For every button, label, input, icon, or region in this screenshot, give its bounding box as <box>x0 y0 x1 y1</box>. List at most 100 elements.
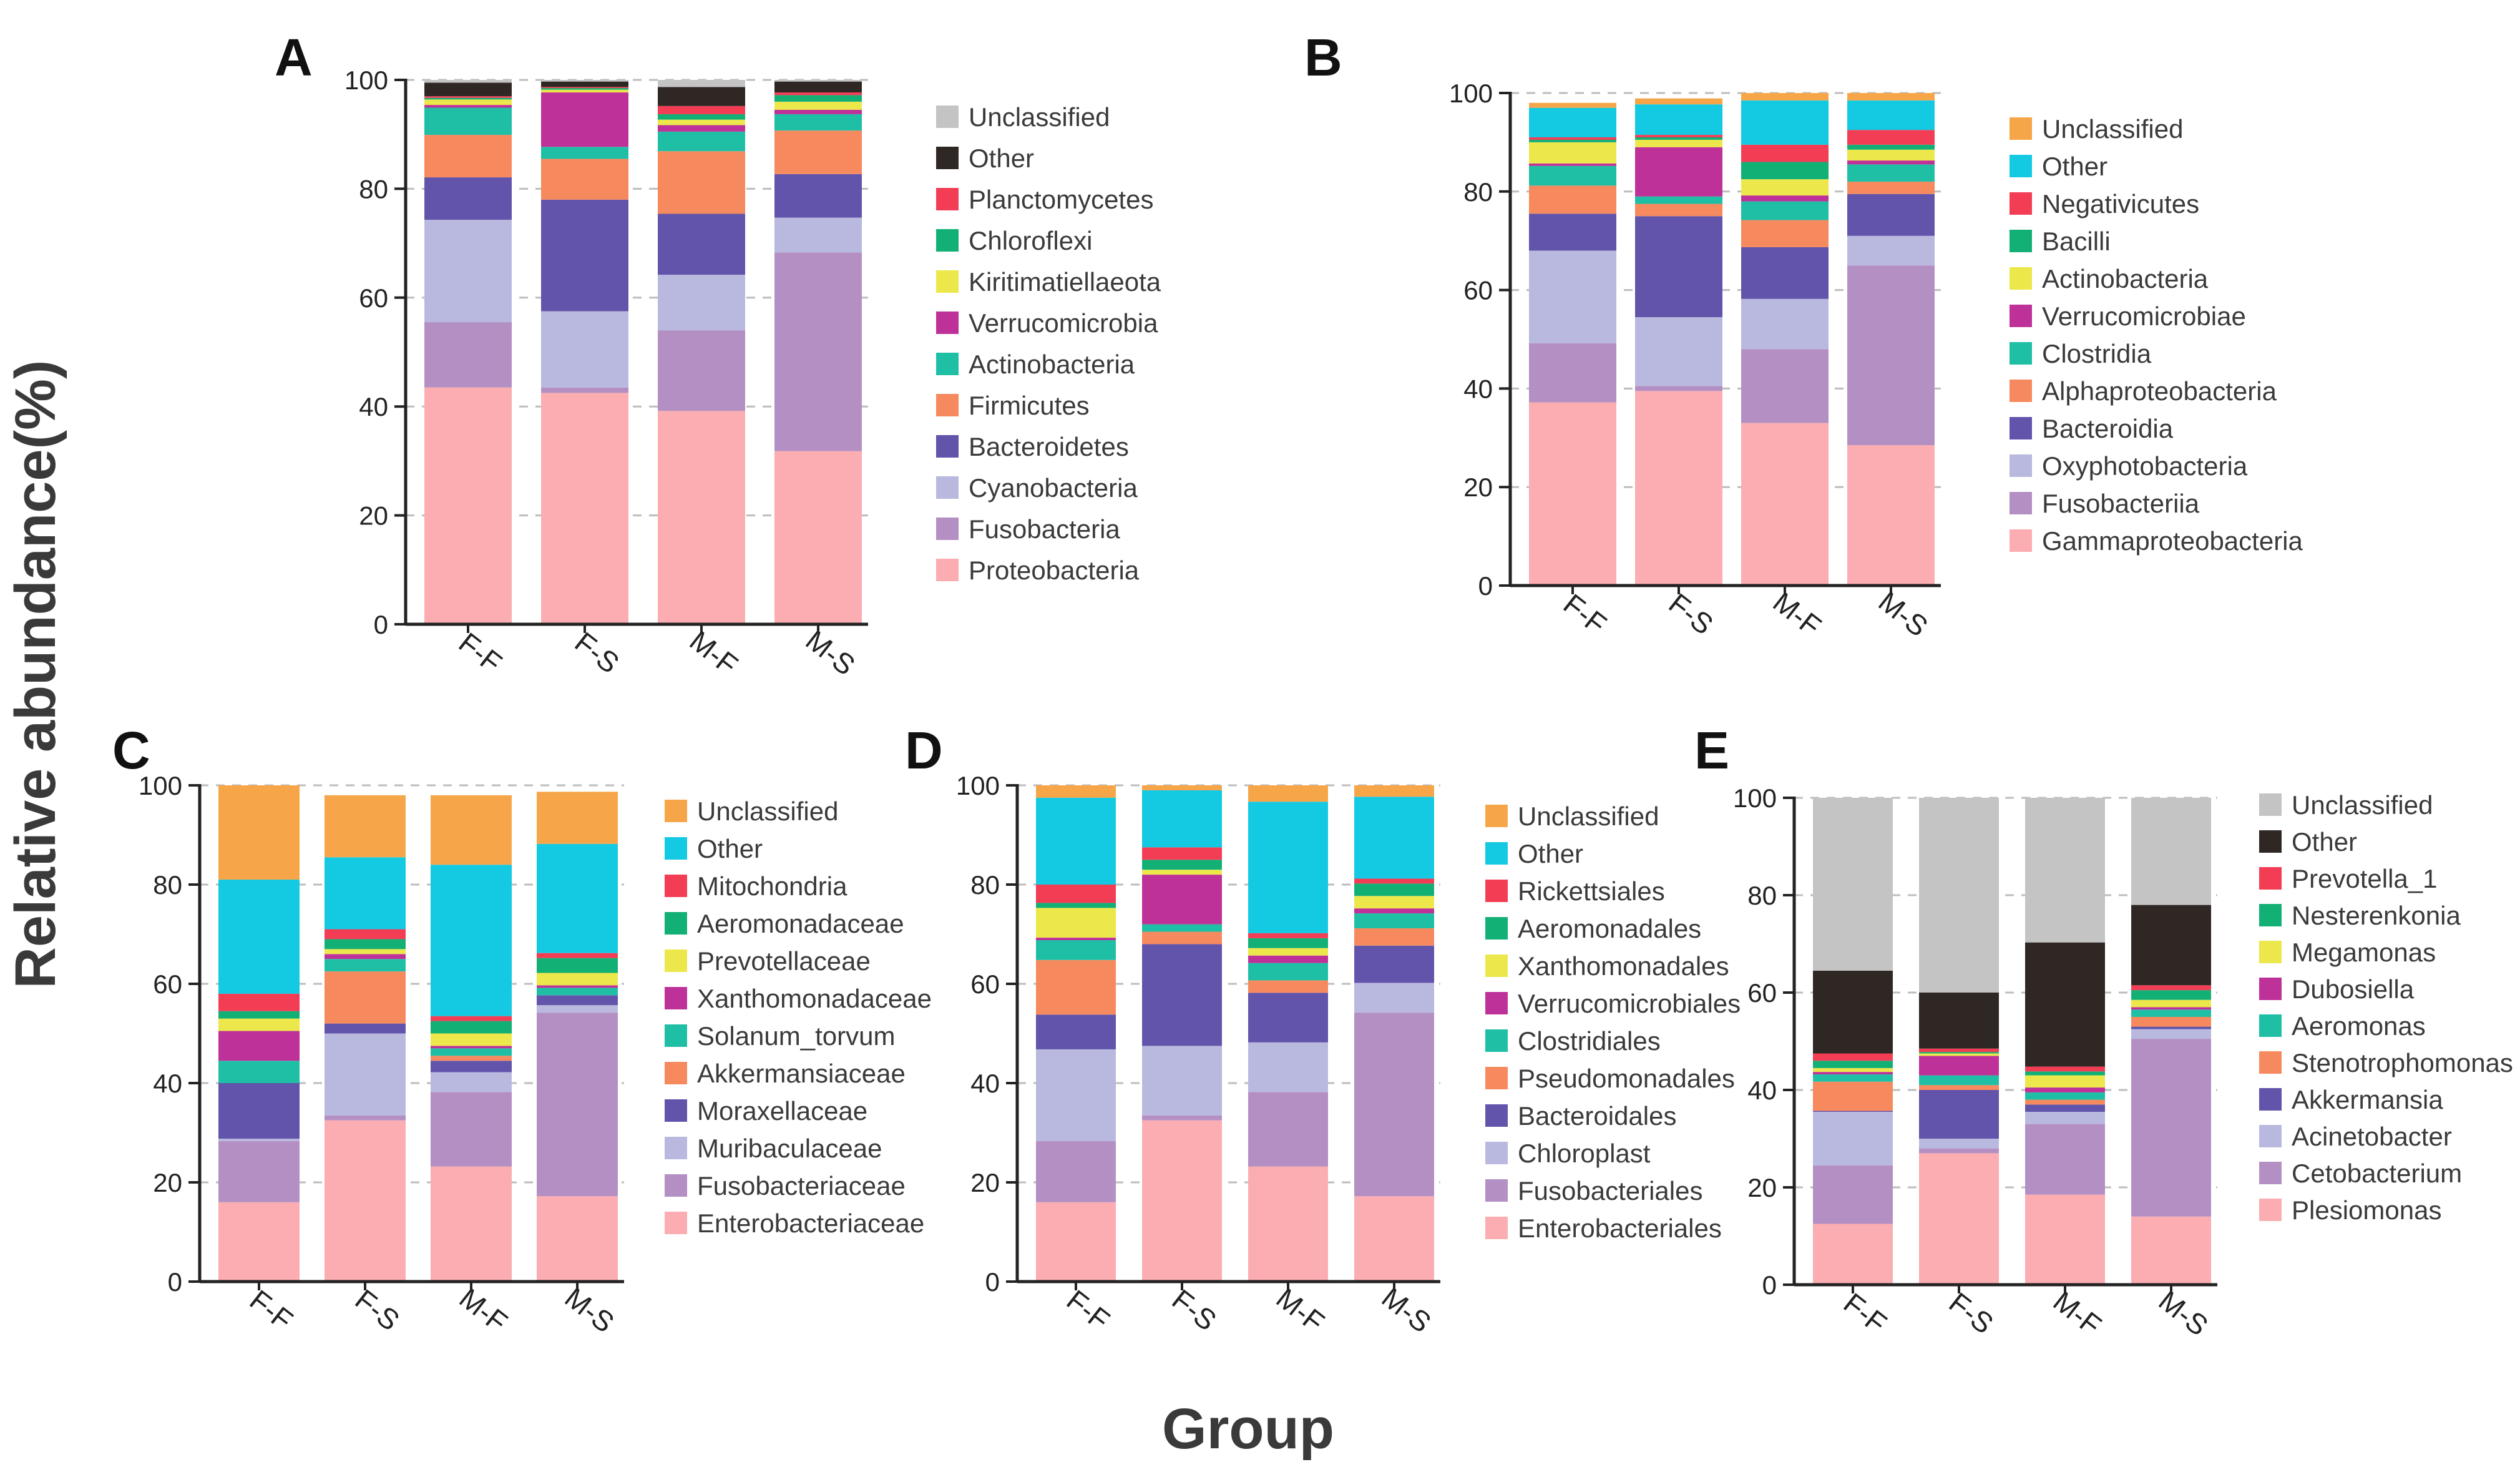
legend-swatch <box>2259 830 2282 853</box>
bar-segment <box>537 1013 618 1197</box>
bar-segment <box>1142 931 1222 945</box>
bar-segment <box>1741 93 1829 101</box>
bar-segment <box>2131 1216 2211 1285</box>
panels: AF-F F-S M-F M-S020406080100UnclassifiedOth… <box>112 28 2513 1342</box>
bar-segment <box>1741 195 1829 202</box>
y-tick-label: 100 <box>1449 79 1493 108</box>
bar-segment <box>1635 196 1722 204</box>
legend-swatch <box>1485 1067 1508 1089</box>
bar-segment <box>1635 104 1722 135</box>
bar-segment <box>1142 1120 1222 1282</box>
legend-swatch <box>1485 917 1508 940</box>
y-tick-label: 0 <box>985 1267 1000 1297</box>
bar-segment <box>1529 142 1616 164</box>
bar-segment <box>325 1033 406 1116</box>
legend-swatch <box>1485 954 1508 977</box>
bar-segment <box>325 971 406 1024</box>
legend-swatch <box>2010 305 2032 327</box>
bar-segment <box>218 1202 300 1282</box>
bar-segment <box>325 939 406 950</box>
legend-label: Verrucomicrobiales <box>1518 989 1741 1018</box>
legend-swatch <box>936 147 959 169</box>
panel-label: E <box>1694 721 1729 780</box>
bar-segment <box>431 1048 512 1056</box>
legend-label: Pseudomonadales <box>1518 1064 1735 1093</box>
y-tick-label: 80 <box>1463 177 1493 207</box>
bar-segment <box>537 958 618 973</box>
bar-segment <box>774 80 862 82</box>
bar-segment <box>1741 298 1829 350</box>
bar-segment <box>2025 1066 2105 1072</box>
bar-segment <box>1529 402 1616 586</box>
bar-segment <box>1529 102 1616 108</box>
bar-segment <box>1847 149 1935 161</box>
bar-segment <box>2131 985 2211 991</box>
bar-segment <box>1529 137 1616 140</box>
bar-segment <box>431 1061 512 1072</box>
legend-swatch <box>2259 1088 2282 1111</box>
bar-segment <box>2025 1099 2105 1105</box>
bar-segment <box>325 1120 406 1282</box>
bar-segment <box>1847 164 1935 182</box>
legend-swatch <box>665 912 687 935</box>
bar-segment <box>1142 860 1222 870</box>
bar-segment <box>431 1072 512 1092</box>
y-tick-label: 20 <box>970 1168 1000 1197</box>
bar-segment <box>774 114 862 131</box>
legend-label: Clostridia <box>2042 339 2152 368</box>
bar-segment <box>1529 165 1616 186</box>
bar-segment <box>325 795 406 858</box>
bar-segment <box>218 1061 300 1083</box>
bar-segment <box>2025 1104 2105 1112</box>
bar-segment <box>1354 1196 1434 1282</box>
legend-swatch <box>1485 1029 1508 1052</box>
bar-segment <box>774 101 862 110</box>
bar-segment <box>1354 1013 1434 1197</box>
bar-segment <box>424 177 512 220</box>
bar-segment <box>218 993 300 1011</box>
bar-segment <box>1813 1165 1893 1224</box>
bar-segment <box>2131 905 2211 986</box>
legend-label: Actinobacteria <box>2042 264 2209 293</box>
bar-segment <box>2025 1087 2105 1092</box>
legend-label: Unclassified <box>2292 790 2433 820</box>
bar-segment <box>1813 1067 1893 1072</box>
legend-label: Aeromonadales <box>1518 914 1701 943</box>
legend-swatch <box>2259 1162 2282 1184</box>
legend-swatch <box>1485 1142 1508 1164</box>
bar-segment <box>658 106 745 114</box>
legend-label: Planctomycetes <box>969 185 1153 214</box>
legend-swatch <box>665 950 687 972</box>
bar-segment <box>541 311 628 388</box>
bar-segment <box>1142 1115 1222 1121</box>
bar-segment <box>2025 798 2105 943</box>
panel-d: DF-F F-S M-F M-S020406080100UnclassifiedOth… <box>905 721 1741 1339</box>
bar-segment <box>325 929 406 940</box>
legend-label: Firmicutes <box>969 391 1090 420</box>
panel-label: B <box>1304 28 1342 87</box>
bar-segment <box>2131 999 2211 1008</box>
legend-swatch <box>1485 992 1508 1014</box>
legend-label: Aeromonadaceae <box>697 909 904 938</box>
legend-label: Bacteroidetes <box>969 432 1129 461</box>
legend-label: Xanthomonadaceae <box>697 984 932 1013</box>
legend-label: Moraxellaceae <box>697 1096 867 1126</box>
legend-label: Dubosiella <box>2292 974 2415 1004</box>
bar-segment <box>325 857 406 930</box>
bar-segment <box>1354 896 1434 909</box>
bar-segment <box>774 252 862 451</box>
legend-label: Enterobacteriaceae <box>697 1209 924 1238</box>
bar-segment <box>424 387 512 624</box>
bar-segment <box>1036 1202 1116 1282</box>
bar-segment <box>1036 1014 1116 1049</box>
y-tick-label: 40 <box>359 392 388 421</box>
legend-swatch <box>2010 230 2032 252</box>
bar-segment <box>541 159 628 200</box>
bar-segment <box>1036 940 1116 960</box>
bar-segment <box>1847 100 1935 130</box>
legend-label: Other <box>2292 827 2357 856</box>
y-tick-label: 60 <box>359 283 388 313</box>
y-tick-label: 60 <box>1747 978 1777 1008</box>
bar-segment <box>431 1033 512 1046</box>
legend-swatch <box>665 1099 687 1122</box>
